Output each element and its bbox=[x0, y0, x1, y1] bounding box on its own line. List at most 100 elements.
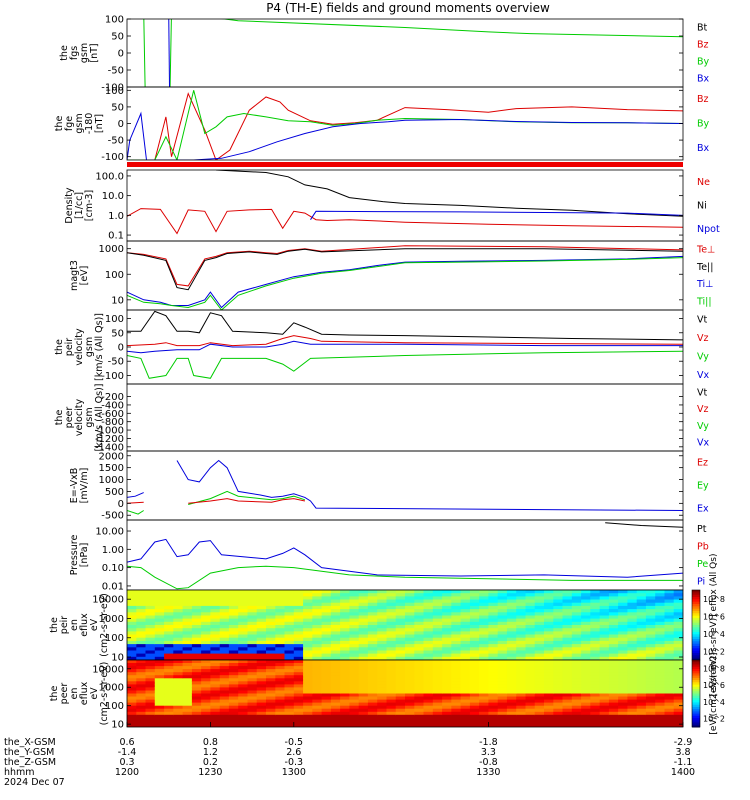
heatmap-cell bbox=[219, 675, 230, 679]
heatmap-cell bbox=[367, 612, 378, 617]
heatmap-cell bbox=[544, 717, 554, 722]
heatmap-cell bbox=[173, 699, 184, 704]
heatmap-cell bbox=[293, 596, 304, 601]
heatmap-cell bbox=[673, 684, 683, 688]
heatmap-cell bbox=[581, 696, 591, 701]
heatmap-cell bbox=[553, 705, 564, 710]
y-axis-label: -180 bbox=[84, 113, 95, 135]
heatmap-cell bbox=[581, 640, 591, 645]
heatmap-cell bbox=[636, 637, 647, 642]
heatmap-cell bbox=[358, 678, 369, 682]
heatmap-cell bbox=[201, 618, 211, 623]
heatmap-cell bbox=[581, 708, 591, 713]
heatmap-cell bbox=[395, 644, 406, 648]
heatmap-cell bbox=[312, 628, 323, 632]
heatmap-cell bbox=[516, 678, 527, 682]
heatmap-cell bbox=[590, 708, 601, 713]
heatmap-cell bbox=[673, 628, 683, 632]
heatmap-cell bbox=[358, 724, 369, 727]
heatmap-cell bbox=[340, 714, 350, 719]
heatmap-cell bbox=[497, 609, 508, 613]
heatmap-cell bbox=[460, 684, 471, 688]
heatmap-cell bbox=[201, 702, 211, 707]
heatmap-cell bbox=[460, 599, 471, 604]
heatmap-cell bbox=[608, 628, 619, 632]
colorbar-step bbox=[692, 689, 700, 692]
heatmap-cell bbox=[451, 663, 462, 667]
heatmap-cell bbox=[127, 666, 137, 670]
heatmap-cell bbox=[275, 717, 286, 722]
heatmap-cell bbox=[673, 669, 683, 673]
heatmap-cell bbox=[590, 602, 601, 607]
heatmap-cell bbox=[405, 672, 415, 676]
heatmap-cell bbox=[321, 656, 332, 660]
heatmap-cell bbox=[293, 711, 304, 716]
heatmap-cell bbox=[358, 693, 369, 698]
heatmap-cell bbox=[228, 690, 239, 695]
heatmap-cell bbox=[367, 647, 378, 652]
heatmap-cell bbox=[293, 714, 304, 719]
heatmap-cell bbox=[627, 672, 638, 676]
y-tick-label: 10 bbox=[111, 295, 124, 306]
heatmap-cell bbox=[636, 708, 647, 713]
heatmap-cell bbox=[266, 640, 276, 645]
heatmap-cell bbox=[506, 590, 517, 594]
heatmap-cell bbox=[460, 678, 471, 682]
x-row-value: 3.8 bbox=[675, 747, 690, 758]
heatmap-cell bbox=[377, 640, 388, 645]
heatmap-cell bbox=[506, 669, 517, 673]
heatmap-cell bbox=[284, 656, 295, 660]
heatmap-cell bbox=[321, 699, 332, 704]
heatmap-cell bbox=[645, 631, 656, 636]
heatmap-cell bbox=[173, 602, 184, 607]
heatmap-cell bbox=[488, 687, 499, 691]
heatmap-cell bbox=[562, 708, 573, 713]
heatmap-cell bbox=[228, 724, 239, 727]
heatmap-cell bbox=[479, 675, 489, 679]
heatmap-cell bbox=[497, 615, 508, 620]
series-Ni-line bbox=[215, 170, 683, 217]
heatmap-cell bbox=[488, 640, 499, 645]
heatmap-cell bbox=[553, 663, 564, 667]
heatmap-cell bbox=[219, 650, 230, 655]
heatmap-cell bbox=[451, 672, 462, 676]
heatmap-cell bbox=[340, 675, 350, 679]
heatmap-cell bbox=[228, 612, 239, 617]
heatmap-cell bbox=[367, 634, 378, 639]
heatmap-cell bbox=[395, 681, 406, 685]
y-tick-label: 1.00 bbox=[102, 545, 124, 556]
heatmap-cell bbox=[256, 590, 267, 594]
heatmap-cell bbox=[145, 711, 156, 716]
heatmap-cell bbox=[127, 699, 137, 704]
heatmap-cell bbox=[247, 672, 258, 676]
heatmap-cell bbox=[451, 714, 462, 719]
heatmap-cell bbox=[312, 675, 323, 679]
y-axis-label: the bbox=[54, 410, 65, 426]
heatmap-cell bbox=[395, 711, 406, 716]
heatmap-cell bbox=[210, 711, 221, 716]
heatmap-cell bbox=[210, 605, 221, 610]
heatmap-cell bbox=[256, 653, 267, 658]
heatmap-cell bbox=[432, 621, 443, 626]
heatmap-cell bbox=[191, 653, 202, 658]
heatmap-cell bbox=[395, 724, 406, 727]
heatmap-cell bbox=[210, 669, 221, 673]
heatmap-cell bbox=[154, 690, 165, 695]
heatmap-cell bbox=[256, 711, 267, 716]
heatmap-cell bbox=[136, 714, 147, 719]
heatmap-cell bbox=[423, 705, 434, 710]
heatmap-cell bbox=[469, 590, 480, 594]
heatmap-cell bbox=[553, 669, 564, 673]
heatmap-cell bbox=[386, 593, 397, 597]
heatmap-cell bbox=[414, 705, 425, 710]
heatmap-cell bbox=[127, 599, 137, 604]
heatmap-cell bbox=[284, 612, 295, 617]
heatmap-cell bbox=[266, 702, 276, 707]
heatmap-cell bbox=[266, 653, 276, 658]
heatmap-cell bbox=[266, 724, 276, 727]
heatmap-cell bbox=[136, 631, 147, 636]
heatmap-cell bbox=[590, 696, 601, 701]
heatmap-cell bbox=[664, 681, 675, 685]
heatmap-cell bbox=[145, 615, 156, 620]
